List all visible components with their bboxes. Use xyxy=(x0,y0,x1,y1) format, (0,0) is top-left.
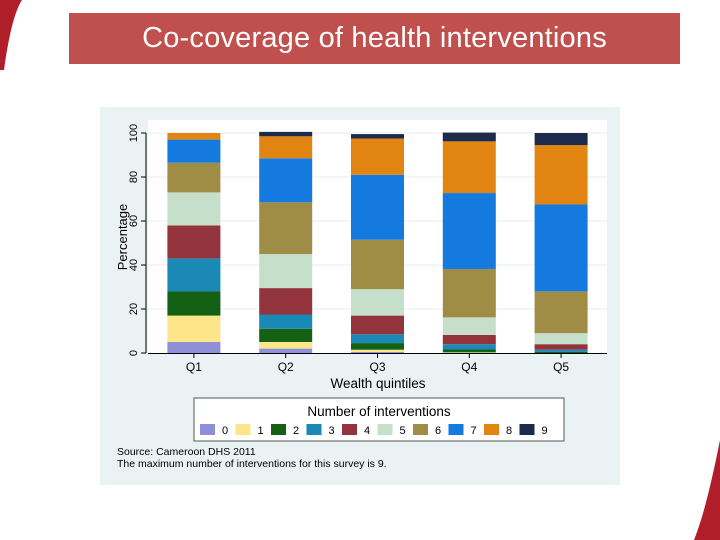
bar-segment-Q1-7 xyxy=(167,139,221,163)
legend-label-3: 3 xyxy=(329,425,335,437)
bar-segment-Q3-2 xyxy=(351,343,404,350)
y-tick-label: 40 xyxy=(128,259,140,271)
bar-segment-Q5-4 xyxy=(534,344,588,350)
bar-segment-Q5-9 xyxy=(534,133,588,146)
bar-segment-Q5-3 xyxy=(534,349,588,352)
legend-swatch-3 xyxy=(306,424,322,435)
bar-segment-Q3-4 xyxy=(351,315,404,335)
bar-segment-Q3-1 xyxy=(351,349,404,352)
legend-label-6: 6 xyxy=(435,425,441,437)
bar-segment-Q1-6 xyxy=(167,162,221,193)
bar-segment-Q2-2 xyxy=(259,328,313,342)
bar-segment-Q1-0 xyxy=(167,342,221,353)
x-tick-label: Q3 xyxy=(369,360,385,374)
bar-segment-Q5-2 xyxy=(534,351,588,353)
bar-segment-Q5-6 xyxy=(534,291,588,334)
bar-segment-Q3-3 xyxy=(351,334,404,344)
legend-label-5: 5 xyxy=(400,425,406,437)
x-tick-label: Q4 xyxy=(461,360,477,374)
legend-label-0: 0 xyxy=(222,425,228,437)
bar-segment-Q5-8 xyxy=(534,145,588,205)
bar-segment-Q5-7 xyxy=(534,204,588,292)
bar-segment-Q4-3 xyxy=(442,344,496,350)
chart-panel: 0 20 40 60 80 100 Q1 Q2 Q3 Q4 Q5 Percentage Wealt… xyxy=(100,107,620,485)
legend-label-2: 2 xyxy=(293,425,299,437)
bar-segment-Q4-4 xyxy=(442,334,496,345)
y-axis-label: Percentage xyxy=(115,204,130,271)
bar-segment-Q2-1 xyxy=(259,342,313,349)
bar-segment-Q4-2 xyxy=(442,349,496,353)
bar-segment-Q3-7 xyxy=(351,174,404,240)
slide-title: Co-coverage of health interventions xyxy=(142,22,607,54)
y-tick-label: 80 xyxy=(128,171,140,183)
bar-segment-Q1-4 xyxy=(167,225,221,259)
bar-segment-Q3-8 xyxy=(351,138,404,175)
legend-label-4: 4 xyxy=(364,425,370,437)
bar-segment-Q2-8 xyxy=(259,136,313,159)
y-tick-label: 0 xyxy=(128,350,140,356)
legend-swatch-1 xyxy=(235,424,251,435)
bar-segment-Q2-5 xyxy=(259,254,313,289)
bar-segment-Q2-4 xyxy=(259,288,313,315)
legend-swatch-7 xyxy=(448,424,464,435)
y-tick-label: 60 xyxy=(128,215,140,227)
bar-segment-Q1-5 xyxy=(167,192,221,226)
legend-label-8: 8 xyxy=(506,425,512,437)
bar-segment-Q3-6 xyxy=(351,239,404,290)
legend-label-7: 7 xyxy=(471,425,477,437)
bottom-right-decoration xyxy=(694,440,720,540)
title-bar: Co-coverage of health interventions xyxy=(69,13,680,64)
legend: Number of interventions 0 1 2 3 4 5 6 7 8 9 xyxy=(193,397,565,442)
bar-segment-Q3-9 xyxy=(351,134,404,139)
bar-segment-Q2-6 xyxy=(259,202,313,254)
legend-swatch-6 xyxy=(413,424,428,435)
x-axis-label: Wealth quintiles xyxy=(330,376,425,391)
bar-segment-Q3-5 xyxy=(351,289,404,316)
top-left-decoration xyxy=(0,0,22,70)
max-note: The maximum number of interventions for … xyxy=(117,458,387,470)
bar-segment-Q2-3 xyxy=(259,314,313,329)
bar-segment-Q4-1 xyxy=(442,352,496,353)
bar-segment-Q3-0 xyxy=(351,351,404,353)
bar-segment-Q4-5 xyxy=(442,317,496,335)
y-tick-label: 20 xyxy=(128,303,140,315)
legend-label-9: 9 xyxy=(542,425,548,437)
source-note: Source: Cameroon DHS 2011 xyxy=(117,446,256,458)
legend-swatch-5 xyxy=(377,424,393,435)
bar-segment-Q4-8 xyxy=(442,141,496,194)
x-tick-label: Q5 xyxy=(553,360,569,374)
bar-segment-Q4-6 xyxy=(442,268,496,318)
bar-segment-Q1-1 xyxy=(167,315,221,342)
legend-swatch-8 xyxy=(484,424,499,435)
y-tick-label: 100 xyxy=(128,124,140,142)
bar-segment-Q1-8 xyxy=(167,133,221,140)
bar-segment-Q4-7 xyxy=(442,193,496,269)
bar-segment-Q2-9 xyxy=(259,131,313,137)
legend-swatch-4 xyxy=(342,424,357,435)
legend-label-1: 1 xyxy=(258,425,264,437)
x-tick-label: Q1 xyxy=(186,360,202,374)
legend-swatch-0 xyxy=(200,424,215,435)
bar-segment-Q4-9 xyxy=(442,132,496,142)
bar-segment-Q2-7 xyxy=(259,158,313,203)
x-tick-label: Q2 xyxy=(278,360,294,374)
legend-title: Number of interventions xyxy=(307,404,451,419)
bar-segment-Q5-5 xyxy=(534,333,588,345)
legend-swatch-9 xyxy=(519,424,535,435)
bar-segment-Q1-2 xyxy=(167,291,221,316)
legend-swatch-2 xyxy=(271,424,286,435)
bar-segment-Q2-0 xyxy=(259,348,313,353)
bar-segment-Q1-3 xyxy=(167,258,221,292)
